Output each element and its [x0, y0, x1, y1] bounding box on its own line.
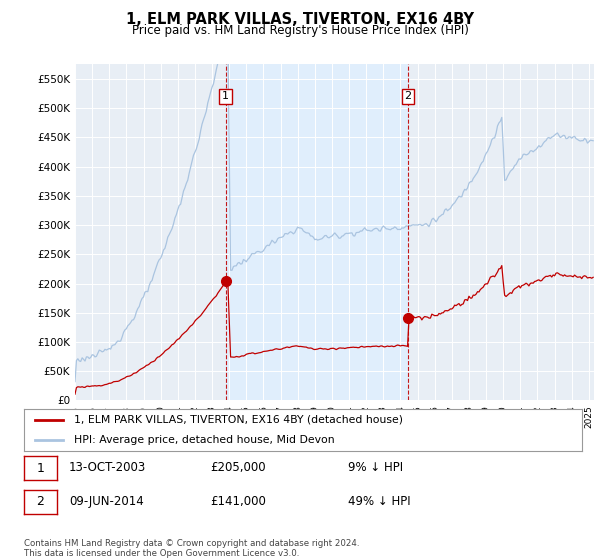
Text: 1: 1: [37, 461, 44, 475]
Text: Price paid vs. HM Land Registry's House Price Index (HPI): Price paid vs. HM Land Registry's House …: [131, 24, 469, 37]
Text: 09-JUN-2014: 09-JUN-2014: [69, 494, 144, 508]
Text: 1, ELM PARK VILLAS, TIVERTON, EX16 4BY: 1, ELM PARK VILLAS, TIVERTON, EX16 4BY: [126, 12, 474, 27]
Text: 1: 1: [222, 91, 229, 101]
Text: 49% ↓ HPI: 49% ↓ HPI: [348, 494, 410, 508]
Bar: [226, 64, 408, 400]
Text: 9% ↓ HPI: 9% ↓ HPI: [348, 461, 403, 474]
Text: £141,000: £141,000: [210, 494, 266, 508]
Text: HPI: Average price, detached house, Mid Devon: HPI: Average price, detached house, Mid …: [74, 435, 335, 445]
Text: 2: 2: [404, 91, 412, 101]
Text: £205,000: £205,000: [210, 461, 266, 474]
Text: 13-OCT-2003: 13-OCT-2003: [69, 461, 146, 474]
Text: 2: 2: [37, 495, 44, 508]
Text: 1, ELM PARK VILLAS, TIVERTON, EX16 4BY (detached house): 1, ELM PARK VILLAS, TIVERTON, EX16 4BY (…: [74, 415, 403, 424]
Text: Contains HM Land Registry data © Crown copyright and database right 2024.
This d: Contains HM Land Registry data © Crown c…: [24, 539, 359, 558]
